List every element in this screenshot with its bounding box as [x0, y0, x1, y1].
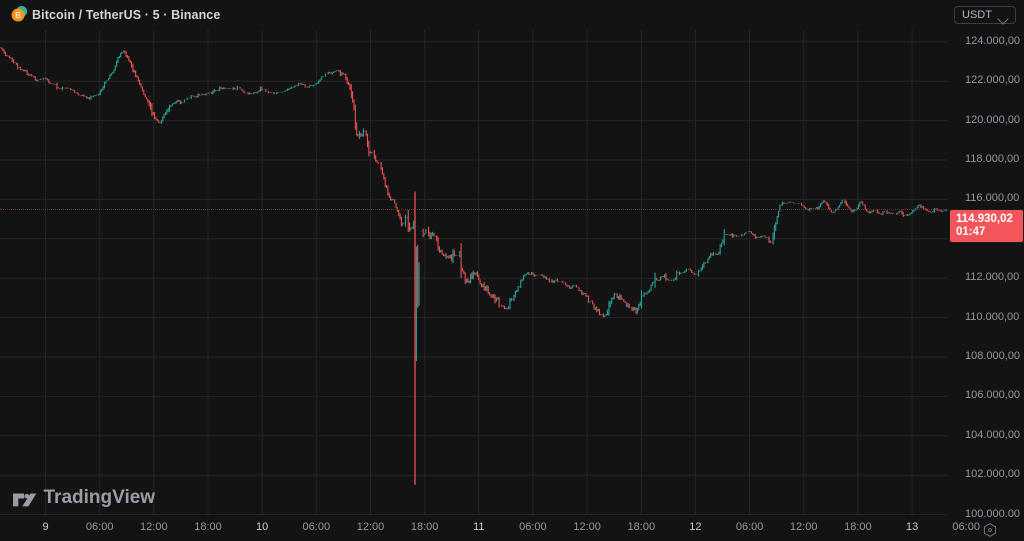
svg-text:B: B	[15, 11, 21, 20]
